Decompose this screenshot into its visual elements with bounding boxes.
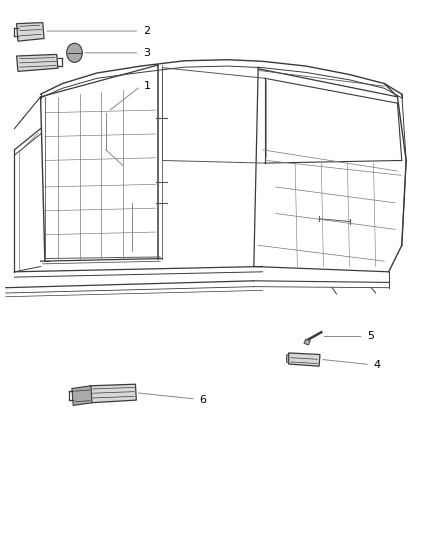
Polygon shape bbox=[90, 384, 136, 403]
Text: 4: 4 bbox=[374, 360, 381, 369]
Polygon shape bbox=[289, 353, 320, 366]
Polygon shape bbox=[17, 22, 44, 41]
Text: 5: 5 bbox=[367, 332, 374, 342]
Polygon shape bbox=[17, 54, 58, 71]
Polygon shape bbox=[304, 339, 311, 345]
Polygon shape bbox=[286, 354, 289, 363]
Text: 2: 2 bbox=[143, 26, 150, 36]
Polygon shape bbox=[72, 386, 92, 406]
Text: 3: 3 bbox=[143, 48, 150, 58]
Text: 1: 1 bbox=[144, 81, 151, 91]
Text: 6: 6 bbox=[199, 395, 206, 405]
Circle shape bbox=[67, 43, 82, 62]
